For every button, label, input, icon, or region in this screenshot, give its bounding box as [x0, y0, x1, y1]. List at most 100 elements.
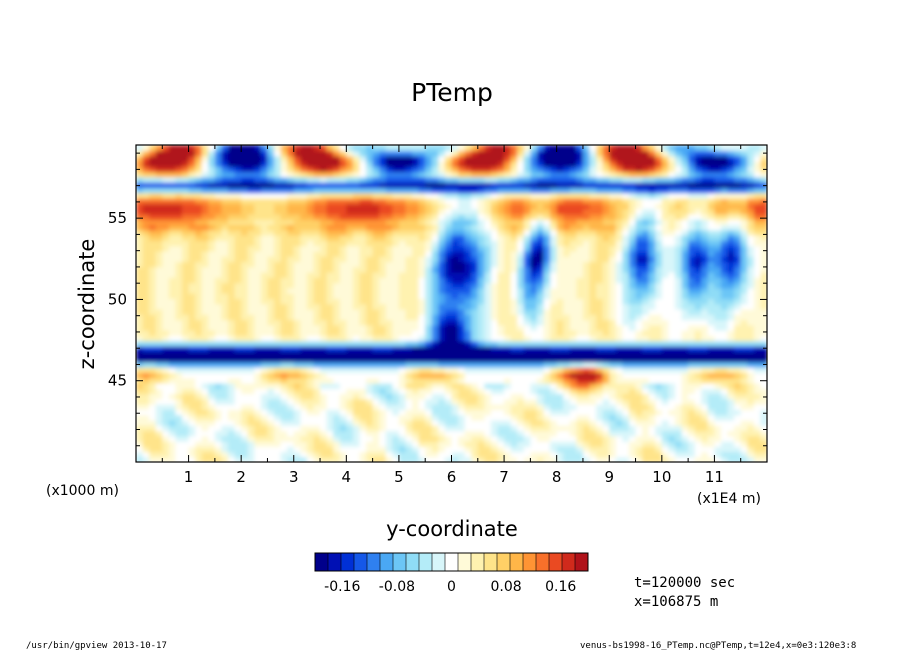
heatmap-cell — [293, 208, 302, 215]
heatmap-cell — [543, 256, 551, 263]
heatmap-cell — [149, 414, 157, 421]
heatmap-cell — [589, 382, 597, 389]
heatmap-cell — [247, 335, 256, 342]
heatmap-cell — [320, 261, 328, 268]
heatmap-cell — [675, 261, 683, 268]
heatmap-cell — [648, 340, 657, 347]
heatmap-cell — [320, 203, 328, 210]
heatmap-cell — [661, 203, 670, 210]
heatmap-cell — [372, 240, 380, 247]
heatmap-cell — [668, 277, 676, 284]
heatmap-cell — [418, 377, 426, 384]
heatmap-cell — [366, 446, 374, 453]
heatmap-cell — [517, 361, 525, 368]
heatmap-cell — [490, 234, 499, 241]
heatmap-cell — [438, 145, 446, 152]
heatmap-cell — [175, 219, 183, 226]
heatmap-cell — [372, 440, 380, 447]
heatmap-cell — [451, 287, 459, 294]
heatmap-cell — [346, 361, 354, 368]
heatmap-cell — [536, 425, 545, 432]
heatmap-cell — [655, 366, 663, 373]
heatmap-cell — [642, 292, 650, 299]
heatmap-cell — [622, 456, 630, 462]
heatmap-cell — [458, 345, 466, 352]
heatmap-cell — [497, 446, 505, 453]
heatmap-cell — [418, 351, 426, 358]
heatmap-cell — [609, 187, 617, 194]
heatmap-cell — [267, 219, 275, 226]
heatmap-cell — [497, 250, 505, 257]
heatmap-cell — [530, 356, 538, 363]
heatmap-cell — [201, 155, 210, 162]
heatmap-cell — [149, 197, 157, 204]
heatmap-cell — [661, 319, 670, 326]
heatmap-cell — [385, 345, 394, 352]
heatmap-cell — [609, 366, 617, 373]
heatmap-cell — [221, 446, 229, 453]
heatmap-cell — [162, 287, 170, 294]
heatmap-cell — [655, 308, 663, 315]
heatmap-cell — [418, 171, 426, 178]
heatmap-cell — [418, 435, 426, 442]
heatmap-cell — [379, 234, 387, 241]
heatmap-cell — [661, 366, 670, 373]
heatmap-cell — [523, 372, 532, 379]
heatmap-cell — [398, 451, 407, 458]
heatmap-cell — [149, 430, 157, 437]
heatmap-cell — [425, 425, 433, 432]
heatmap-cell — [392, 187, 400, 194]
heatmap-cell — [412, 440, 420, 447]
heatmap-cell — [596, 298, 604, 305]
heatmap-cell — [405, 409, 413, 416]
heatmap-cell — [635, 240, 643, 247]
heatmap-cell — [615, 176, 624, 183]
heatmap-cell — [530, 224, 538, 231]
heatmap-cell — [418, 234, 426, 241]
heatmap-cell — [622, 192, 630, 199]
heatmap-cell — [556, 446, 565, 453]
heatmap-cell — [208, 425, 216, 432]
heatmap-cell — [576, 240, 584, 247]
heatmap-cell — [668, 335, 676, 342]
heatmap-cell — [412, 403, 420, 410]
heatmap-cell — [629, 166, 637, 173]
heatmap-cell — [339, 261, 348, 268]
heatmap-cell — [234, 298, 242, 305]
heatmap-cell — [418, 451, 426, 458]
heatmap-cell — [234, 261, 242, 268]
heatmap-cell — [392, 377, 400, 384]
heatmap-cell — [576, 377, 584, 384]
heatmap-cell — [655, 219, 663, 226]
heatmap-cell — [162, 176, 170, 183]
heatmap-cell — [366, 366, 374, 373]
heatmap-cell — [523, 171, 532, 178]
heatmap-cell — [497, 182, 505, 189]
heatmap-cell — [385, 208, 394, 215]
heatmap-cell — [228, 382, 236, 389]
heatmap-cell — [576, 245, 584, 252]
heatmap-cell — [589, 224, 597, 231]
heatmap-cell — [188, 150, 196, 157]
heatmap-cell — [583, 282, 591, 289]
heatmap-cell — [136, 187, 144, 194]
heatmap-cell — [267, 319, 275, 326]
heatmap-cell — [596, 213, 604, 220]
heatmap-cell — [477, 356, 486, 363]
heatmap-cell — [438, 287, 446, 294]
heatmap-cell — [681, 451, 689, 458]
heatmap-cell — [596, 435, 604, 442]
heatmap-cell — [629, 240, 637, 247]
heatmap-cell — [418, 335, 426, 342]
heatmap-cell — [661, 145, 670, 152]
heatmap-cell — [339, 335, 348, 342]
heatmap-cell — [168, 398, 177, 405]
heatmap-cell — [346, 345, 354, 352]
heatmap-cell — [563, 150, 571, 157]
heatmap-cell — [366, 271, 374, 278]
heatmap-cell — [458, 351, 466, 358]
heatmap-cell — [458, 372, 466, 379]
heatmap-cell — [339, 303, 348, 310]
heatmap-cell — [136, 145, 144, 152]
heatmap-cell — [385, 430, 394, 437]
